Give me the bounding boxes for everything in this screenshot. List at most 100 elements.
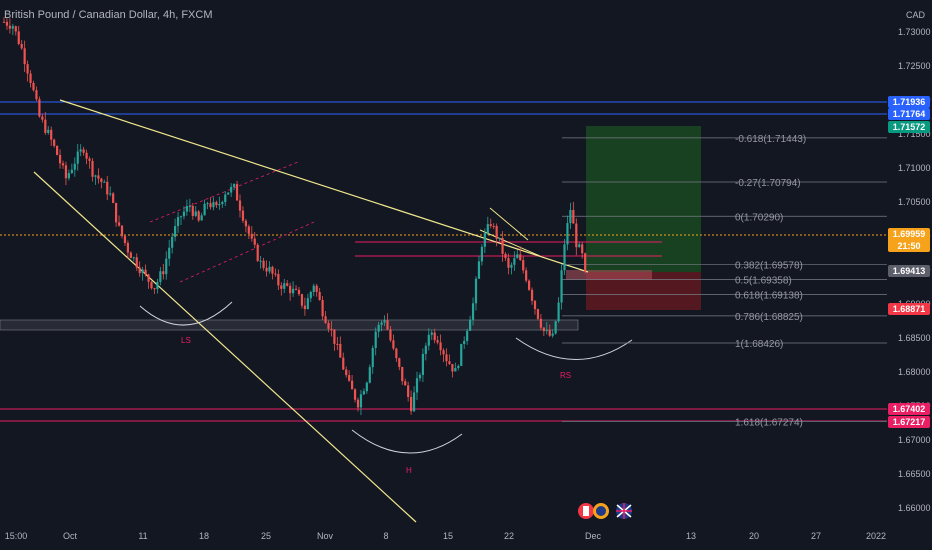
candle-body[interactable] <box>38 99 41 117</box>
candle-body[interactable] <box>480 246 483 262</box>
candle-body[interactable] <box>153 288 156 290</box>
candle-body[interactable] <box>123 236 127 243</box>
candle-body[interactable] <box>200 215 203 221</box>
candle-body[interactable] <box>451 364 454 372</box>
neckline-zone[interactable] <box>0 319 579 331</box>
candle-body[interactable] <box>495 225 498 239</box>
candle-body[interactable] <box>91 160 94 177</box>
candle-body[interactable] <box>247 226 250 234</box>
candle-body[interactable] <box>26 64 29 74</box>
candle-body[interactable] <box>566 223 569 245</box>
candle-body[interactable] <box>563 244 566 271</box>
candle-body[interactable] <box>554 321 557 334</box>
candle-body[interactable] <box>73 163 76 170</box>
candle-body[interactable] <box>401 366 404 382</box>
candle-body[interactable] <box>356 399 360 408</box>
candle-body[interactable] <box>327 322 330 329</box>
candle-body[interactable] <box>35 90 38 100</box>
candle-body[interactable] <box>395 348 398 359</box>
candle-body[interactable] <box>418 374 422 379</box>
candle-body[interactable] <box>501 237 504 254</box>
candle-body[interactable] <box>191 206 194 216</box>
candle-body[interactable] <box>404 381 407 386</box>
candle-body[interactable] <box>392 340 395 349</box>
candle-body[interactable] <box>507 258 510 268</box>
candle-body[interactable] <box>100 178 103 182</box>
candle-body[interactable] <box>212 202 215 208</box>
candle-body[interactable] <box>262 260 265 268</box>
candle-body[interactable] <box>117 222 121 226</box>
candle-body[interactable] <box>215 202 218 206</box>
candle-body[interactable] <box>530 289 534 301</box>
candle-body[interactable] <box>241 210 245 221</box>
candle-body[interactable] <box>492 225 495 227</box>
candle-body[interactable] <box>23 48 26 65</box>
candle-body[interactable] <box>67 173 70 179</box>
candle-body[interactable] <box>421 353 424 375</box>
candle-body[interactable] <box>179 216 183 218</box>
candle-body[interactable] <box>194 211 197 216</box>
candle-body[interactable] <box>14 26 17 32</box>
candle-body[interactable] <box>97 175 100 179</box>
candle-body[interactable] <box>297 289 301 295</box>
candle-body[interactable] <box>64 165 68 179</box>
right-shoulder-arc[interactable] <box>515 337 633 360</box>
time-axis[interactable]: 15:00 Oct 11 18 25 Nov 8 15 22 Dec 13 20 27 2022 <box>5 531 886 541</box>
candle-body[interactable] <box>138 267 141 274</box>
candle-body[interactable] <box>445 354 448 362</box>
candle-body[interactable] <box>365 382 368 392</box>
candle-body[interactable] <box>342 357 345 370</box>
candle-body[interactable] <box>339 343 342 358</box>
candle-body[interactable] <box>424 345 427 354</box>
candle-body[interactable] <box>203 203 206 216</box>
candle-body[interactable] <box>303 305 306 310</box>
candle-body[interactable] <box>94 175 97 177</box>
lower-wedge-line[interactable] <box>33 171 417 523</box>
candle-body[interactable] <box>374 331 377 349</box>
candle-body[interactable] <box>283 283 286 289</box>
candle-body[interactable] <box>277 274 280 286</box>
channel-upper[interactable] <box>149 161 299 223</box>
candle-body[interactable] <box>41 116 44 120</box>
candle-body[interactable] <box>371 348 374 368</box>
candle-body[interactable] <box>32 82 35 91</box>
profit-zone[interactable] <box>586 126 701 272</box>
candle-body[interactable] <box>439 342 442 351</box>
candle-body[interactable] <box>433 332 436 341</box>
candle-body[interactable] <box>324 316 327 323</box>
fibonacci-levels[interactable]: -0.618(1.71443) -0.27(1.70794) 0(1.70290) 0… <box>562 134 887 428</box>
candle-body[interactable] <box>312 285 315 292</box>
candle-body[interactable] <box>150 281 153 289</box>
candle-body[interactable] <box>368 367 371 383</box>
candle-body[interactable] <box>11 26 14 29</box>
candle-body[interactable] <box>44 119 47 133</box>
candle-body[interactable] <box>519 254 522 261</box>
candle-body[interactable] <box>294 288 298 290</box>
candle-body[interactable] <box>498 237 501 239</box>
candle-body[interactable] <box>448 361 451 365</box>
candle-body[interactable] <box>398 358 401 367</box>
candle-body[interactable] <box>88 158 91 161</box>
candle-body[interactable] <box>415 378 419 393</box>
candlestick-series[interactable] <box>2 17 587 416</box>
candle-body[interactable] <box>76 151 79 164</box>
candle-body[interactable] <box>233 184 236 187</box>
candle-body[interactable] <box>377 324 380 332</box>
candle-body[interactable] <box>126 242 129 253</box>
candle-body[interactable] <box>513 258 516 265</box>
candle-body[interactable] <box>244 220 247 227</box>
candle-body[interactable] <box>188 206 191 208</box>
candle-body[interactable] <box>256 244 259 261</box>
candle-body[interactable] <box>5 21 9 26</box>
candle-body[interactable] <box>584 253 587 272</box>
candle-body[interactable] <box>389 329 392 341</box>
candle-body[interactable] <box>159 271 162 282</box>
candle-body[interactable] <box>106 181 109 195</box>
candle-body[interactable] <box>412 392 416 412</box>
candle-body[interactable] <box>221 201 224 205</box>
head-arc[interactable] <box>351 429 463 454</box>
candle-body[interactable] <box>351 380 354 390</box>
candle-body[interactable] <box>466 330 469 341</box>
candle-body[interactable] <box>525 270 528 281</box>
candle-body[interactable] <box>471 303 475 320</box>
